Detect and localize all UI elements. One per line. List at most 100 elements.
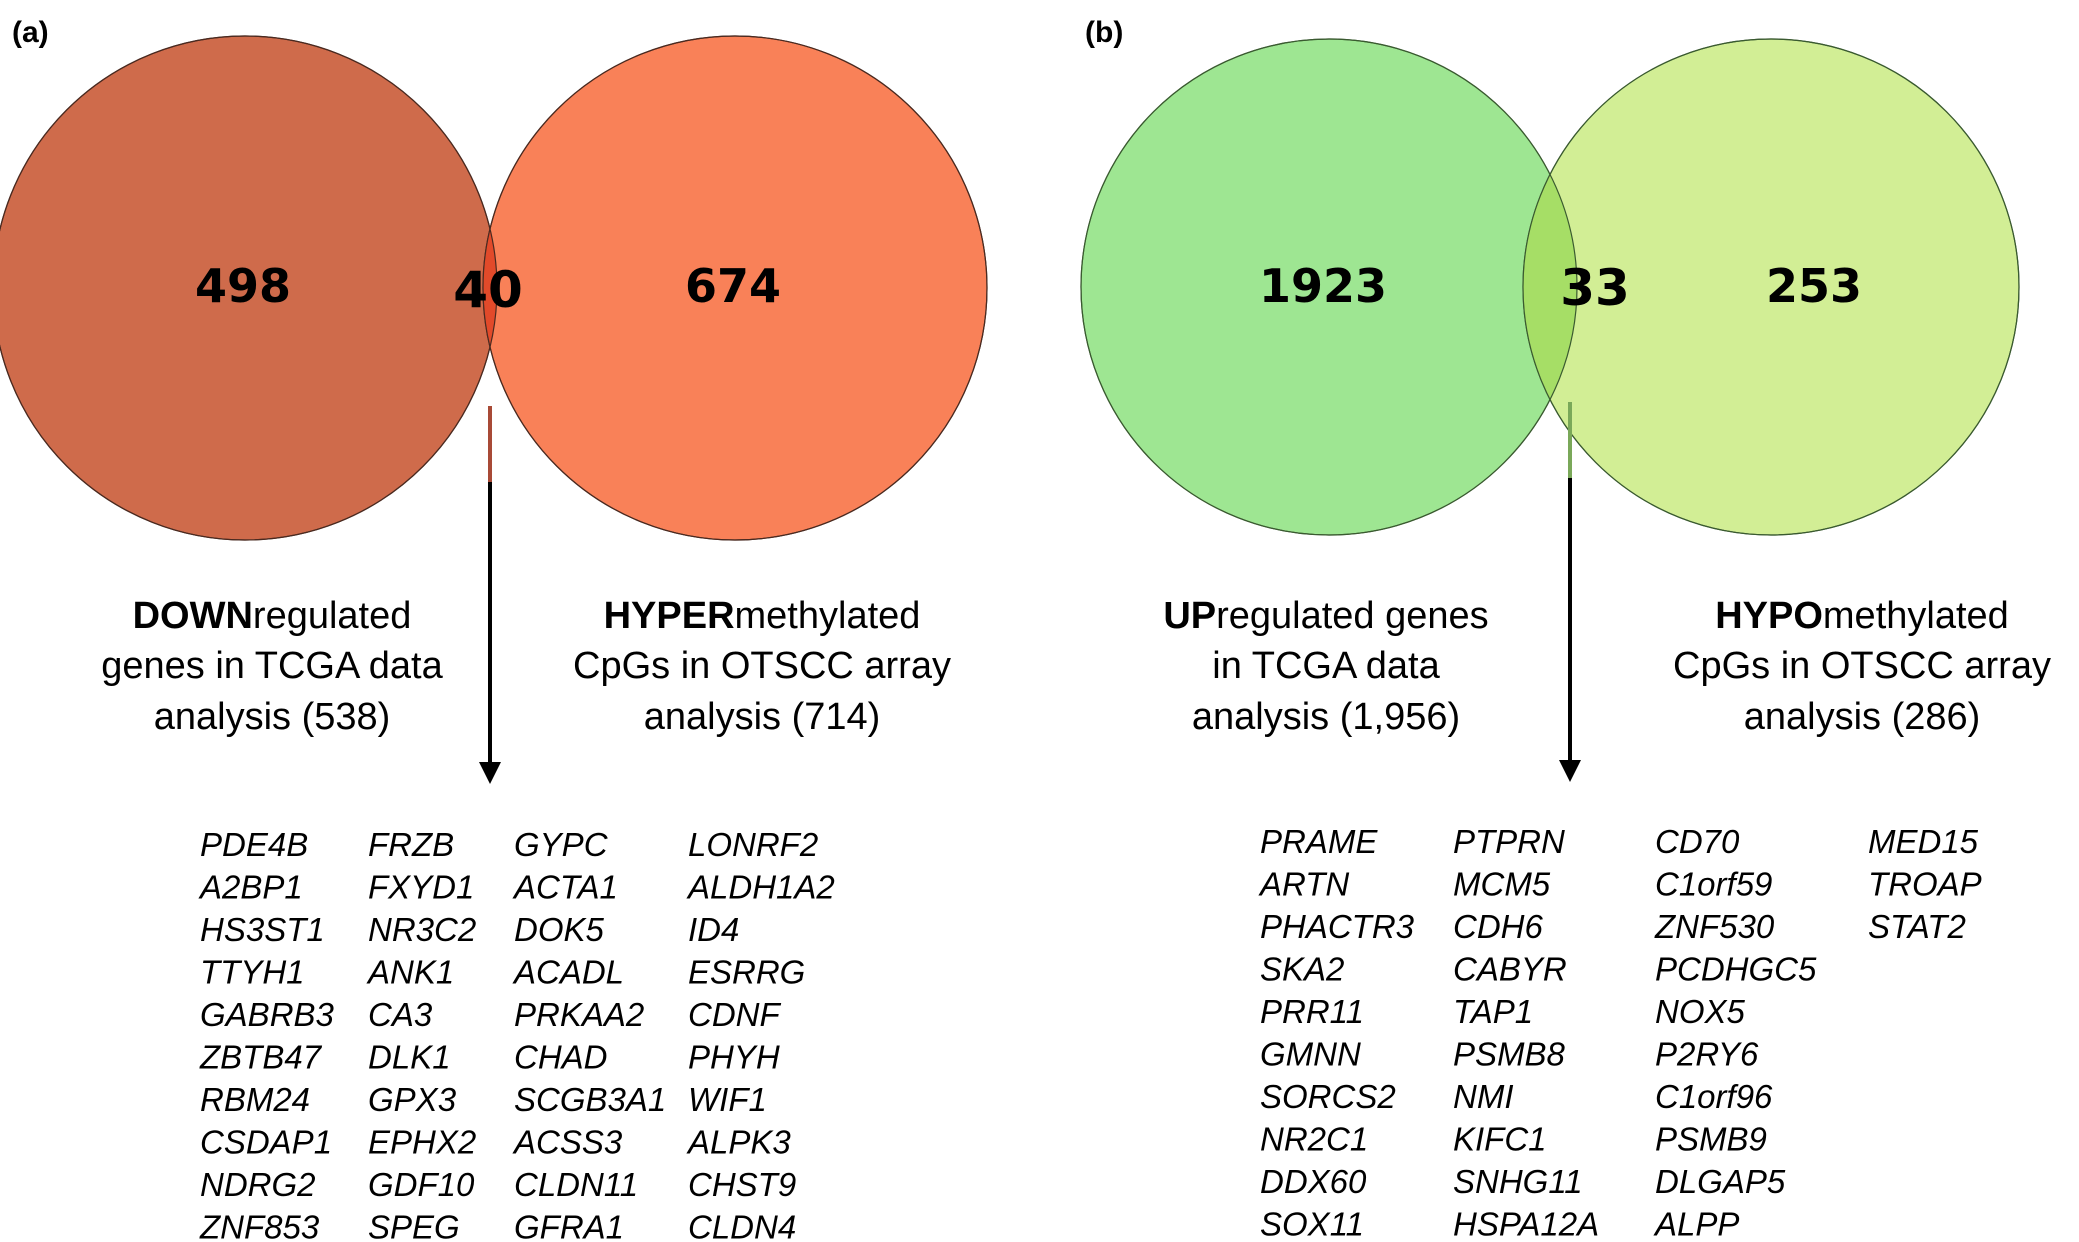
gene-name: CA3 — [368, 996, 433, 1033]
gene-name: ID4 — [688, 911, 739, 948]
gene-name: C1orf96 — [1655, 1078, 1773, 1115]
arrow-head-a — [479, 762, 501, 784]
gene-name: GPX3 — [368, 1081, 457, 1118]
gene-name: HSPA12A — [1453, 1206, 1599, 1242]
gene-name: RBM24 — [200, 1081, 310, 1118]
gene-name: TROAP — [1868, 866, 1982, 903]
gene-name: PSMB9 — [1655, 1121, 1767, 1158]
gene-name: CD70 — [1655, 823, 1740, 860]
gene-name: SCGB3A1 — [514, 1081, 666, 1118]
gene-name: P2RY6 — [1655, 1036, 1759, 1073]
gene-name: WIF1 — [688, 1081, 767, 1118]
panel-b: (b) 1923 33 253 UPregulated genes in TCG… — [1080, 16, 2051, 1242]
gene-name: FXYD1 — [368, 869, 474, 906]
left-caption-line2-b: in TCGA data — [1212, 645, 1440, 687]
gene-name: CLDN4 — [688, 1209, 796, 1242]
downregulated-only-count: 498 — [195, 259, 291, 313]
gene-name: NDRG2 — [200, 1166, 316, 1203]
gene-name: EPHX2 — [368, 1124, 476, 1161]
gene-name: STAT2 — [1868, 908, 1966, 945]
panel-a: (a) 498 40 674 DOWNregulated genes in TC… — [0, 16, 988, 1242]
gene-name: MED15 — [1868, 823, 1979, 860]
right-caption-line3-b: analysis (286) — [1744, 696, 1981, 738]
gene-name: ZNF530 — [1654, 908, 1775, 945]
gene-name: GMNN — [1260, 1036, 1361, 1073]
gene-name: ESRRG — [688, 954, 805, 991]
gene-name: PSMB8 — [1453, 1036, 1566, 1073]
gene-name: GYPC — [514, 826, 609, 863]
arrow-head-b — [1559, 760, 1581, 782]
gene-name: NMI — [1453, 1078, 1514, 1115]
gene-name: DOK5 — [514, 911, 605, 948]
gene-name: ALPP — [1653, 1206, 1739, 1242]
gene-name: CDH6 — [1453, 908, 1543, 945]
gene-name: PCDHGC5 — [1655, 951, 1817, 988]
gene-name: SOX11 — [1260, 1206, 1364, 1242]
gene-list-a: PDE4B A2BP1 HS3ST1 TTYH1 GABRB3 ZBTB47 RBM24 CS… — [198, 826, 835, 1242]
gene-name: DLK1 — [368, 1039, 451, 1076]
gene-name: PHACTR3 — [1260, 908, 1415, 945]
gene-name: PRAME — [1260, 823, 1378, 860]
gene-name: TTYH1 — [200, 954, 305, 991]
gene-name: PDE4B — [200, 826, 308, 863]
gene-name: PHYH — [688, 1039, 780, 1076]
gene-name: ANK1 — [366, 954, 454, 991]
panel-b-label: (b) — [1085, 16, 1123, 49]
right-caption-line2-b: CpGs in OTSCC array — [1673, 645, 2051, 687]
gene-name: PRKAA2 — [514, 996, 644, 1033]
upregulated-only-count: 1923 — [1259, 259, 1387, 313]
left-caption-line2-a: genes in TCGA data — [101, 645, 443, 687]
left-caption-line1-b: UPregulated genes — [1163, 595, 1488, 637]
gene-name: GDF10 — [368, 1166, 475, 1203]
gene-name: DDX60 — [1260, 1163, 1367, 1200]
panel-a-label: (a) — [12, 16, 49, 49]
gene-name: GFRA1 — [514, 1209, 624, 1242]
gene-name: NR2C1 — [1260, 1121, 1368, 1158]
gene-name: SNHG11 — [1453, 1163, 1583, 1200]
overlap-count-b: 33 — [1560, 259, 1630, 317]
gene-name: CHAD — [514, 1039, 608, 1076]
gene-name: PTPRN — [1453, 823, 1565, 860]
gene-name: LONRF2 — [688, 826, 818, 863]
left-caption-line1-a: DOWNregulated — [133, 595, 412, 637]
gene-name: SPEG — [368, 1209, 460, 1242]
circle-outline-b-left — [1080, 38, 1578, 536]
hypermethylated-only-count: 674 — [685, 259, 781, 313]
circle-outline-a-right — [482, 35, 988, 541]
gene-name: ZBTB47 — [199, 1039, 323, 1076]
left-caption-line3-b: analysis (1,956) — [1192, 696, 1460, 738]
gene-name: ALDH1A2 — [686, 869, 835, 906]
gene-name: DLGAP5 — [1655, 1163, 1786, 1200]
gene-name: SKA2 — [1260, 951, 1344, 988]
gene-name: ACADL — [512, 954, 624, 991]
gene-name: ACSS3 — [512, 1124, 623, 1161]
overlap-count-a: 40 — [453, 261, 523, 319]
gene-name: CLDN11 — [514, 1166, 638, 1203]
gene-name: A2BP1 — [198, 869, 303, 906]
gene-name: CSDAP1 — [200, 1124, 332, 1161]
gene-name: CABYR — [1453, 951, 1567, 988]
gene-name: ACTA1 — [512, 869, 618, 906]
gene-name: TAP1 — [1453, 993, 1533, 1030]
gene-name: PRR11 — [1260, 993, 1364, 1030]
gene-name: ALPK3 — [686, 1124, 791, 1161]
right-caption-line2-a: CpGs in OTSCC array — [573, 645, 951, 687]
hypomethylated-only-count: 253 — [1766, 259, 1862, 313]
gene-name: MCM5 — [1453, 866, 1551, 903]
circle-outline-a-left — [0, 35, 498, 541]
gene-name: CHST9 — [688, 1166, 796, 1203]
circle-outline-b-right — [1522, 38, 2020, 536]
gene-name: NR3C2 — [368, 911, 476, 948]
gene-list-b: PRAME ARTN PHACTR3 SKA2 PRR11 GMNN SORCS2 NR2C1… — [1258, 823, 1982, 1242]
gene-name: C1orf59 — [1655, 866, 1772, 903]
gene-name: ZNF853 — [199, 1209, 320, 1242]
gene-name: FRZB — [368, 826, 454, 863]
gene-name: KIFC1 — [1453, 1121, 1547, 1158]
left-caption-line3-a: analysis (538) — [154, 696, 391, 738]
right-caption-line1-b: HYPOmethylated — [1715, 595, 2009, 637]
gene-name: CDNF — [688, 996, 781, 1033]
gene-name: ARTN — [1258, 866, 1349, 903]
gene-name: GABRB3 — [200, 996, 335, 1033]
gene-name: SORCS2 — [1260, 1078, 1396, 1115]
gene-name: NOX5 — [1655, 993, 1746, 1030]
